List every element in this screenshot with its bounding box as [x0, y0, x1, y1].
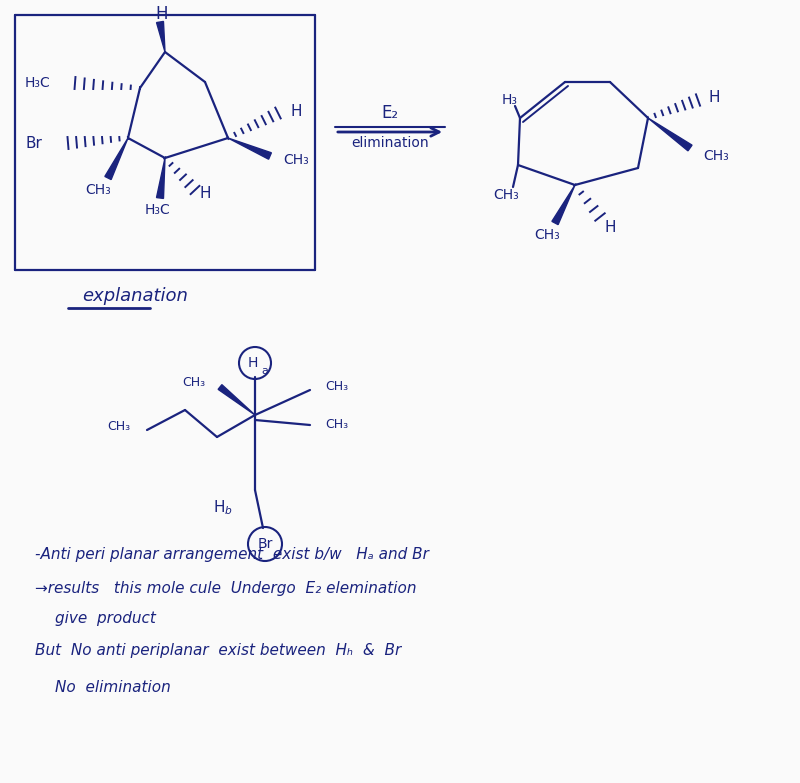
Text: elimination: elimination — [351, 136, 429, 150]
Text: But  No anti periplanar  exist between  Hₕ  &  Br: But No anti periplanar exist between Hₕ … — [35, 643, 402, 658]
Text: H₃C: H₃C — [24, 76, 50, 90]
Text: H: H — [604, 219, 616, 234]
Text: give  product: give product — [55, 611, 156, 626]
Polygon shape — [228, 138, 271, 159]
Text: CH₃: CH₃ — [182, 377, 205, 389]
Text: CH₃: CH₃ — [325, 381, 348, 394]
Polygon shape — [157, 158, 165, 198]
Text: explanation: explanation — [82, 287, 188, 305]
Text: a: a — [262, 366, 269, 376]
Polygon shape — [157, 21, 165, 52]
Text: H$_b$: H$_b$ — [213, 499, 233, 518]
Text: CH₃: CH₃ — [107, 420, 130, 434]
Text: Br: Br — [258, 537, 273, 551]
Text: H: H — [248, 356, 258, 370]
Text: CH₃: CH₃ — [85, 183, 111, 197]
Text: H: H — [290, 103, 302, 118]
Polygon shape — [552, 185, 575, 225]
Text: Br: Br — [25, 135, 42, 150]
Text: H₃C: H₃C — [144, 203, 170, 217]
Polygon shape — [218, 384, 255, 415]
Polygon shape — [105, 138, 128, 179]
Polygon shape — [648, 118, 692, 151]
Text: H: H — [708, 91, 719, 106]
Text: E₂: E₂ — [382, 104, 398, 122]
Text: CH₃: CH₃ — [325, 418, 348, 431]
Text: CH₃: CH₃ — [283, 153, 309, 167]
Text: H: H — [156, 5, 168, 23]
Text: CH₃: CH₃ — [493, 188, 519, 202]
Text: →results   this mole cule  Undergo  E₂ elemination: →results this mole cule Undergo E₂ elemi… — [35, 580, 417, 596]
Text: No  elimination: No elimination — [55, 680, 170, 695]
Text: -Anti peri planar arrangement  exist b/w   Hₐ and Br: -Anti peri planar arrangement exist b/w … — [35, 547, 429, 562]
Text: CH₃: CH₃ — [703, 149, 729, 163]
Text: CH₃: CH₃ — [534, 228, 560, 242]
Text: H₃: H₃ — [502, 93, 518, 107]
Text: H: H — [199, 186, 210, 201]
